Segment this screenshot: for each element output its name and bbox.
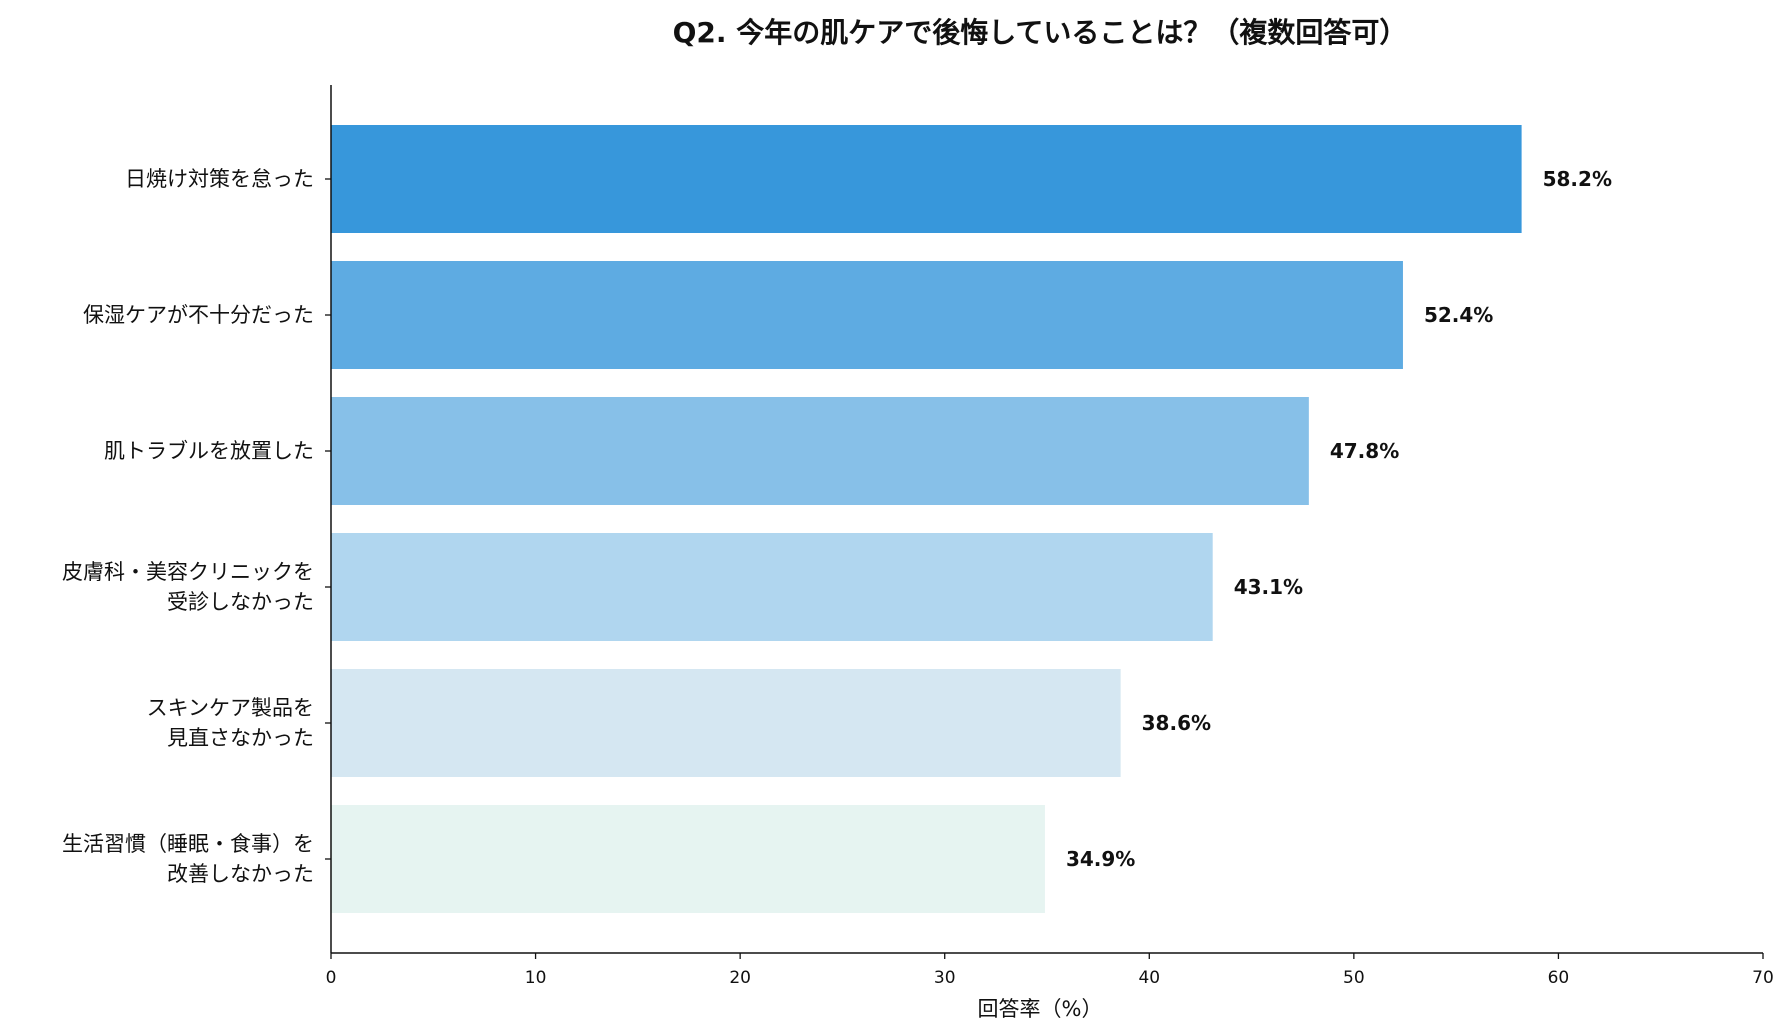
bar-6 <box>331 805 1045 913</box>
x-tick-label-10: 10 <box>525 968 547 988</box>
value-label-5: 38.6% <box>1142 711 1211 735</box>
value-label-3: 47.8% <box>1330 439 1399 463</box>
category-label-3: 肌トラブルを放置した <box>104 439 314 463</box>
x-tick-label-40: 40 <box>1138 968 1160 988</box>
x-tick-label-0: 0 <box>326 968 337 988</box>
category-labels-layer: 日焼け対策を怠った保湿ケアが不十分だった肌トラブルを放置した皮膚科・美容クリニッ… <box>62 167 314 886</box>
value-label-1: 58.2% <box>1543 167 1612 191</box>
category-label-6-line-1: 生活習慣（睡眠・食事）を <box>62 832 314 856</box>
x-tick-label-70: 70 <box>1752 968 1774 988</box>
value-label-2: 52.4% <box>1424 303 1493 327</box>
category-label-5-line-2: 見直さなかった <box>167 726 314 750</box>
bar-1 <box>331 125 1522 233</box>
x-ticks-layer: 0 10 20 30 40 50 60 70 <box>325 178 1774 988</box>
value-labels-layer: 58.2% 52.4% 47.8% 43.1% 38.6% 34.9% <box>1066 167 1612 871</box>
bar-5 <box>331 669 1121 777</box>
category-label-4-line-1: 皮膚科・美容クリニックを <box>62 560 314 584</box>
bar-2 <box>331 261 1403 369</box>
category-label-5-line-1: スキンケア製品を <box>147 696 314 720</box>
category-label-4-line-2: 受診しなかった <box>167 590 314 614</box>
x-tick-label-50: 50 <box>1343 968 1365 988</box>
value-label-6: 34.9% <box>1066 847 1135 871</box>
bar-3 <box>331 397 1309 505</box>
x-tick-label-60: 60 <box>1548 968 1570 988</box>
x-tick-label-30: 30 <box>934 968 956 988</box>
x-axis-title: 回答率（%） <box>978 997 1103 1021</box>
bars-layer <box>331 125 1522 913</box>
category-label-2: 保湿ケアが不十分だった <box>83 303 314 327</box>
value-label-4: 43.1% <box>1234 575 1303 599</box>
category-label-1: 日焼け対策を怠った <box>125 167 314 191</box>
category-label-6-line-2: 改善しなかった <box>167 862 314 886</box>
chart-title: Q2. 今年の肌ケアで後悔していることは？（複数回答可） <box>673 16 1408 49</box>
x-tick-label-20: 20 <box>729 968 751 988</box>
axes-layer <box>330 85 1763 954</box>
bar-4 <box>331 533 1213 641</box>
